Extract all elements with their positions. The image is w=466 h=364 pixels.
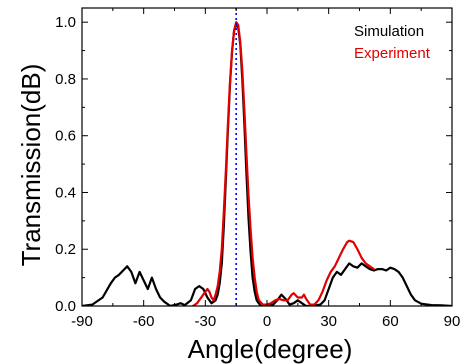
- y-axis-title: Transmission(dB): [16, 64, 46, 267]
- y-tick-label: 0.8: [55, 71, 76, 88]
- x-tick-label: -30: [194, 313, 216, 330]
- plot-area: [82, 8, 452, 306]
- y-tick-label: 0.2: [55, 241, 76, 258]
- y-tick-labels: 0.0 0.2 0.4 0.6 0.8 1.0: [55, 14, 76, 315]
- x-tick-labels: -90 -60 -30 0 30 60 90: [71, 313, 460, 330]
- x-tick-label: -90: [71, 313, 93, 330]
- x-tick-label: 90: [444, 313, 461, 330]
- tick-marks: [81, 8, 453, 307]
- series-line-experiment: [191, 21, 375, 306]
- x-tick-label: 0: [263, 313, 271, 330]
- y-tick-label: 0.6: [55, 128, 76, 145]
- x-tick-label: -60: [133, 313, 155, 330]
- legend-entry-simulation: Simulation: [354, 23, 424, 40]
- y-tick-label: 0.0: [55, 298, 76, 315]
- y-tick-label: 0.4: [55, 184, 76, 201]
- x-tick-label: 30: [320, 313, 337, 330]
- legend-entry-experiment: Experiment: [354, 45, 431, 62]
- legend: Simulation Experiment: [354, 23, 431, 62]
- x-axis-title: Angle(degree): [188, 334, 353, 364]
- series-line-simulation: [82, 22, 452, 306]
- plot-clipped: [82, 21, 452, 306]
- x-tick-label: 60: [382, 313, 399, 330]
- y-tick-label: 1.0: [55, 14, 76, 31]
